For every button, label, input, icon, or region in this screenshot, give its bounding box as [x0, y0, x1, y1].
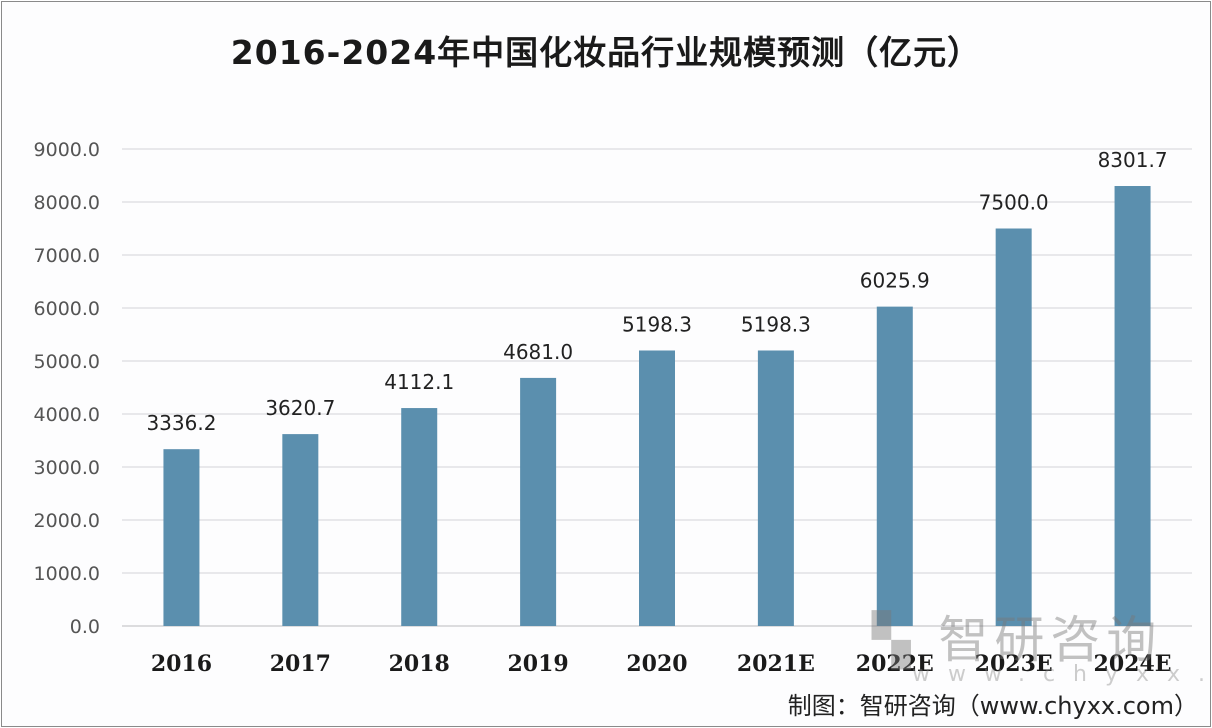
x-tick-label: 2022E [856, 651, 934, 677]
data-label: 6025.9 [860, 269, 930, 293]
source-note: 制图：智研咨询（www.chyxx.com） [787, 692, 1198, 720]
watermark-logo: ▚ 智研咨询 [872, 611, 1163, 669]
x-tick-label: 2023E [975, 651, 1053, 677]
bar [401, 408, 438, 626]
x-tick-label: 2016 [151, 651, 212, 677]
y-tick-label: 3000.0 [34, 457, 100, 479]
data-label: 3620.7 [265, 396, 335, 420]
y-tick-label: 0.0 [70, 616, 100, 638]
y-tick-label: 8000.0 [34, 192, 100, 214]
x-tick-label: 2018 [389, 651, 450, 677]
bar [757, 350, 794, 626]
chart-title: 2016-2024年中国化妆品行业规模预测（亿元） [230, 33, 982, 72]
y-tick-label: 9000.0 [34, 139, 100, 161]
data-label: 3336.2 [146, 411, 216, 435]
bar [520, 377, 557, 626]
x-tick-label: 2017 [270, 651, 331, 677]
y-tick-label: 6000.0 [34, 298, 100, 320]
x-tick-label: 2021E [737, 651, 815, 677]
bar [639, 350, 675, 626]
y-tick-label: 1000.0 [34, 563, 100, 585]
y-tick-label: 5000.0 [34, 351, 100, 373]
data-label: 8301.7 [1098, 148, 1168, 172]
y-tick-label: 4000.0 [34, 404, 100, 426]
y-tick-label: 7000.0 [34, 245, 100, 267]
bar [995, 228, 1032, 626]
watermark-url: www.chyxx.com [912, 662, 1212, 687]
data-label: 5198.3 [741, 312, 811, 336]
bar [876, 306, 913, 626]
bar [282, 434, 319, 626]
x-tick-label: 2024E [1094, 651, 1172, 677]
bar [163, 449, 200, 626]
data-label: 7500.0 [979, 191, 1049, 215]
data-label: 4681.0 [503, 340, 573, 364]
x-tick-label: 2019 [507, 651, 568, 677]
x-tick-label: 2020 [626, 651, 687, 677]
bar [1114, 186, 1151, 627]
data-label: 4112.1 [384, 370, 454, 394]
data-label: 5198.3 [622, 312, 692, 336]
y-tick-label: 2000.0 [34, 510, 100, 532]
